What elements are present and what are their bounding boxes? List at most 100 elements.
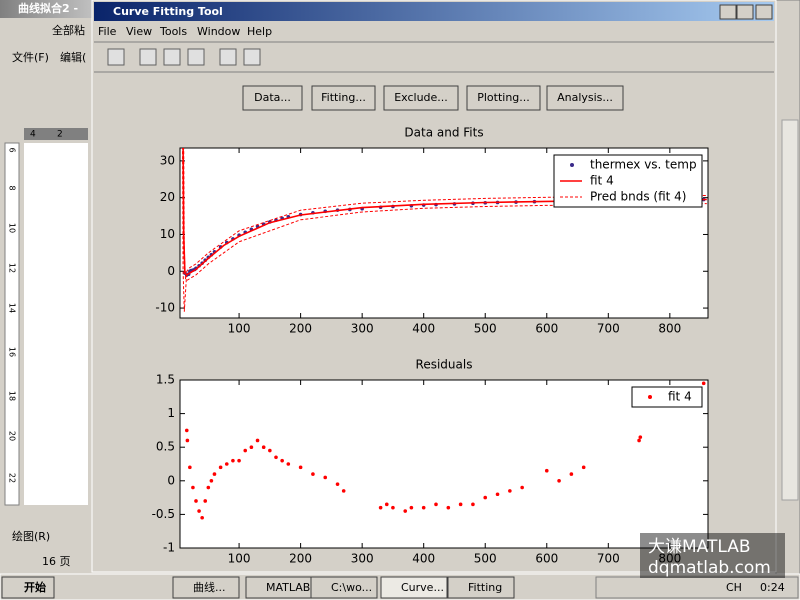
button-label[interactable]: Plotting...: [477, 91, 530, 104]
legend-marker: [570, 163, 574, 167]
watermark-box: [640, 533, 785, 578]
task-button[interactable]: [380, 576, 448, 599]
button-label[interactable]: Analysis...: [557, 91, 613, 104]
data-point: [286, 462, 291, 466]
task-label[interactable]: MATLAB: [266, 581, 310, 594]
data-point: [255, 438, 260, 443]
start-button[interactable]: [1, 576, 55, 599]
task-button[interactable]: [310, 576, 378, 599]
draw-menu[interactable]: 绘图(R): [12, 529, 50, 543]
x-tick-label: 500: [474, 552, 497, 566]
toolbar-icon[interactable]: [187, 48, 205, 66]
pred-bound: [182, 148, 707, 312]
button[interactable]: [383, 85, 459, 111]
button[interactable]: [546, 85, 624, 111]
button-label[interactable]: Fitting...: [321, 91, 366, 104]
vertical-ruler: [4, 142, 20, 506]
y-tick-label: 20: [160, 190, 175, 204]
ruler-number: 18: [8, 391, 17, 401]
data-point: [335, 482, 340, 486]
data-point: [194, 499, 198, 503]
watermark: dqmatlab.com: [648, 558, 771, 578]
data-point: [203, 499, 208, 503]
data-point: [206, 485, 211, 490]
data-point: [421, 505, 426, 510]
toolbar-icon[interactable]: [163, 48, 181, 66]
toolbar-icon[interactable]: [219, 48, 237, 66]
legend-label: thermex vs. temp: [590, 158, 697, 172]
document-area: [24, 143, 88, 505]
watermark: 大谦MATLAB: [648, 537, 751, 557]
menu-item[interactable]: Tools: [159, 25, 187, 38]
toolbar-icon[interactable]: [243, 48, 261, 66]
task-label[interactable]: 曲线...: [193, 580, 226, 594]
x-tick-label: 500: [474, 322, 497, 336]
task-button[interactable]: [172, 576, 240, 599]
language[interactable]: CH: [726, 581, 742, 594]
data-point: [274, 455, 278, 460]
button[interactable]: [466, 85, 541, 111]
data-point: [409, 505, 414, 510]
button-label[interactable]: Exclude...: [394, 91, 448, 104]
data-point: [280, 458, 284, 463]
data-point: [638, 435, 643, 439]
data-point: [298, 465, 303, 470]
close-button[interactable]: [755, 4, 773, 20]
legend: [631, 386, 703, 408]
ruler-number: 22: [8, 473, 17, 483]
legend-marker: [648, 395, 652, 399]
data-point: [218, 465, 223, 470]
ruler-label: 4: [30, 130, 36, 140]
data-point: [249, 445, 254, 450]
y-tick-label: -0.5: [152, 507, 175, 521]
minimize-button[interactable]: [719, 4, 737, 20]
data-point: [434, 502, 438, 507]
x-tick-label: 800: [658, 322, 681, 336]
toolbar-icon[interactable]: [107, 48, 125, 66]
maximize-button[interactable]: [736, 4, 754, 20]
window-controls[interactable]: [719, 4, 773, 20]
x-tick-label: 200: [289, 322, 312, 336]
y-tick-label: 0: [167, 264, 175, 278]
button[interactable]: [311, 85, 376, 111]
task-button[interactable]: [447, 576, 515, 599]
word-menu[interactable]: 编辑(: [60, 50, 86, 64]
data-point: [391, 505, 395, 510]
menu-item[interactable]: Window: [197, 25, 240, 38]
toolbar-icon[interactable]: [139, 48, 157, 66]
data-point: [311, 472, 315, 476]
chart-title: Data and Fits: [404, 126, 483, 140]
legend-label: fit 4: [590, 174, 614, 188]
data-point: [188, 465, 192, 470]
menu-item[interactable]: Help: [247, 25, 272, 38]
start-label[interactable]: 开始: [24, 580, 46, 594]
data-point: [224, 462, 229, 466]
data-point: [544, 468, 549, 473]
task-label[interactable]: Curve...: [401, 581, 444, 594]
data-point: [569, 472, 574, 476]
data-point: [197, 509, 201, 513]
data-point: [341, 489, 346, 493]
x-tick-label: 300: [351, 552, 374, 566]
plot-content: [182, 148, 707, 312]
menu-item[interactable]: View: [126, 25, 152, 38]
data-point: [403, 509, 408, 513]
word-menu[interactable]: 文件(F): [12, 50, 49, 64]
x-tick-label: 800: [658, 552, 681, 566]
data-point: [520, 485, 524, 490]
data-point: [581, 465, 586, 470]
tray: [595, 576, 799, 599]
data-point: [495, 492, 500, 497]
task-label[interactable]: C:\wo...: [331, 581, 372, 594]
ruler-number: 14: [8, 303, 17, 313]
data-point: [557, 479, 561, 483]
y-tick-label: 30: [160, 153, 175, 167]
menu-item[interactable]: File: [98, 25, 117, 38]
button-label[interactable]: Data...: [254, 91, 291, 104]
data-point: [200, 515, 204, 520]
task-label[interactable]: Fitting: [468, 581, 502, 594]
data-point: [191, 485, 195, 490]
button[interactable]: [242, 85, 303, 111]
legend-label: Pred bnds (fit 4): [590, 190, 687, 204]
x-tick-label: 600: [535, 552, 558, 566]
